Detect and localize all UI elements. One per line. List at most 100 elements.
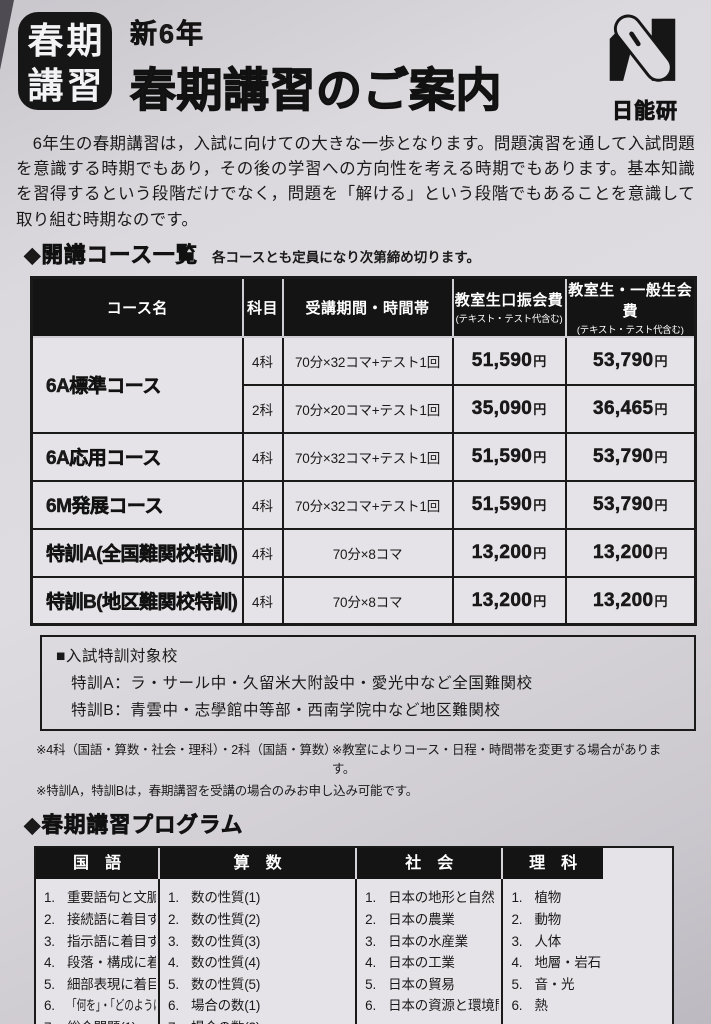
program-item-text: 数の性質(5) bbox=[191, 976, 261, 992]
program-item-number: 5. bbox=[168, 976, 179, 992]
program-item: 4. 日本の工業 bbox=[365, 952, 499, 974]
program-item-text: 総合問題(1) bbox=[67, 1020, 136, 1024]
fee-general-cell: 53,790円 bbox=[564, 479, 697, 530]
program-item-text: 日本の地形と自然 bbox=[388, 890, 495, 906]
program-item-number: 4. bbox=[168, 955, 179, 971]
fee-debit-cell: 35,090円 bbox=[451, 383, 567, 434]
program-item: 2. 接続語に着目する bbox=[44, 909, 156, 931]
fee-debit-header-label: 教室生口振会費 bbox=[454, 292, 564, 310]
program-item-text: 数の性質(3) bbox=[191, 933, 261, 949]
program-item: 1. 植物 bbox=[511, 887, 601, 909]
fee-currency: 円 bbox=[654, 545, 668, 561]
target-schools-box: ■入試特訓対象校 特訓A：ラ・サール中・久留米大附設中・愛光中など全国難関校 特… bbox=[40, 635, 696, 732]
fee-amount: 13,200 bbox=[471, 541, 533, 564]
fee-amount: 51,590 bbox=[471, 445, 533, 468]
program-item-text: 数の性質(4) bbox=[191, 955, 261, 971]
program-item-number: 6. bbox=[511, 998, 523, 1014]
course-table-header-row: コース名 科目 受講期間・時間帯 教室生口振会費 (テキスト・テスト代含む) 教… bbox=[30, 276, 697, 338]
program-item: 4. 地層・岩石 bbox=[511, 952, 601, 974]
course-name-cell: 特訓B(地区難関校特訓) bbox=[30, 575, 244, 626]
badge-line-2: 講習 bbox=[27, 64, 106, 106]
program-item-number: 4. bbox=[44, 955, 55, 971]
program-item-text: 「何を」・「どのように」に着目する bbox=[67, 998, 156, 1014]
program-item-text: 熱 bbox=[534, 998, 548, 1014]
program-item-text: 指示語に着目する bbox=[67, 933, 157, 949]
program-item-number: 1. bbox=[511, 890, 523, 906]
fee-currency: 円 bbox=[533, 593, 547, 609]
fee-currency: 円 bbox=[654, 497, 668, 513]
fee-currency: 円 bbox=[533, 497, 547, 513]
page-title: 春期講習のご案内 bbox=[129, 63, 502, 116]
course-section-heading-row: ◆開講コース一覧 各コースとも定員になり次第締め切ります。 bbox=[24, 238, 701, 269]
fee-amount: 53,790 bbox=[592, 349, 654, 372]
program-item-text: 数の性質(2) bbox=[191, 912, 261, 928]
program-item-number: 5. bbox=[365, 976, 377, 992]
fee-general-header-label: 教室生・一般生会費 bbox=[568, 281, 693, 320]
course-section-heading: ◆開講コース一覧 bbox=[24, 242, 198, 268]
course-table: コース名 科目 受講期間・時間帯 教室生口振会費 (テキスト・テスト代含む) 教… bbox=[30, 275, 697, 627]
grade-label: 新6年 bbox=[130, 19, 206, 50]
badge-line-1: 春期 bbox=[27, 20, 106, 61]
program-item-text: 日本の農業 bbox=[388, 912, 455, 928]
program-column: 理 科 1. 植物 2. 動物 3. 人体 4. 地層・岩石 5. 音・光 6. 熱 bbox=[503, 848, 603, 1024]
subject-cell: 4科 bbox=[241, 431, 284, 482]
program-item: 5. 細部表現に着目する bbox=[44, 974, 156, 996]
fee-amount: 35,090 bbox=[471, 397, 533, 420]
program-item-number: 3. bbox=[168, 933, 179, 949]
program-item-number: 2. bbox=[365, 912, 377, 928]
fee-currency: 円 bbox=[533, 401, 547, 417]
fee-amount: 51,590 bbox=[471, 493, 533, 516]
program-item-number: 1. bbox=[44, 890, 55, 906]
program-item: 5. 数の性質(5) bbox=[168, 974, 353, 996]
course-row: 6A標準コース 4科 70分×32コマ+テスト1回 51,590円 53,790円 bbox=[30, 335, 697, 434]
program-item: 3. 指示語に着目する bbox=[44, 931, 156, 953]
course-row: 2科 70分×20コマ+テスト1回 35,090円 36,465円 bbox=[32, 383, 697, 434]
subject-cell: 2科 bbox=[241, 383, 284, 434]
program-item: 7.総合問題(1) bbox=[44, 1017, 156, 1024]
program-item-text: 動物 bbox=[534, 912, 562, 928]
course-row: 6M発展コース 4科 70分×32コマ+テスト1回 51,590円 53,790円 bbox=[30, 479, 697, 530]
fee-debit-cell: 13,200円 bbox=[451, 527, 567, 578]
fee-general-cell: 36,465円 bbox=[564, 383, 697, 434]
program-table: 国 語 1. 重要語句と文脈に着目する 2. 接続語に着目する 3. 指示語に着目する 4. 段… bbox=[34, 846, 674, 1024]
program-item-number: 1. bbox=[365, 890, 377, 906]
program-item-number: 2. bbox=[44, 912, 55, 928]
fee-amount: 53,790 bbox=[592, 493, 654, 516]
program-item: 6. 熱 bbox=[511, 995, 601, 1017]
fee-currency: 円 bbox=[654, 353, 668, 369]
col-header-fee-general: 教室生・一般生会費 (テキスト・テスト代含む) bbox=[564, 276, 697, 338]
subject-cell: 4科 bbox=[241, 479, 284, 530]
fee-general-cell: 13,200円 bbox=[564, 527, 697, 578]
fee-amount: 53,790 bbox=[592, 445, 654, 468]
program-item-number: 5. bbox=[511, 976, 523, 992]
logo-text: 日能研 bbox=[612, 100, 678, 124]
program-item-text: 地層・岩石 bbox=[534, 955, 601, 971]
fee-amount: 36,465 bbox=[592, 397, 654, 420]
program-section-heading: ◆春期講習プログラム bbox=[24, 813, 244, 838]
footnote-schedule-change: ※教室によりコース・日程・時間帯を変更する場合があります。 bbox=[331, 743, 662, 777]
n-pen-logo-icon bbox=[609, 14, 676, 82]
program-item: 7.場合の数(2) bbox=[168, 1017, 353, 1024]
program-item-list: 1. 数の性質(1) 2. 数の性質(2) 3. 数の性質(3) 4. 数の性質(4) 5. 数の… bbox=[160, 879, 355, 1024]
fee-currency: 円 bbox=[533, 353, 547, 369]
subject-cell: 4科 bbox=[241, 335, 284, 386]
fee-amount: 13,200 bbox=[592, 541, 654, 564]
course-row: 特訓A(全国難関校特訓) 4科 70分×8コマ 13,200円 13,200円 bbox=[30, 527, 697, 578]
program-item-text: 日本の資源と環境問題 bbox=[388, 998, 499, 1014]
col-header-course-name: コース名 bbox=[30, 276, 244, 338]
header: 春期 講習 新6年 春期講習のご案内 日能研 bbox=[10, 10, 701, 125]
program-item-number: 1. bbox=[168, 890, 179, 906]
program-column-header: 算 数 bbox=[160, 848, 358, 880]
course-section-note: 各コースとも定員になり次第締め切ります。 bbox=[211, 249, 480, 265]
program-item-number: 2. bbox=[168, 912, 179, 928]
program-item-number: 7. bbox=[44, 1017, 67, 1024]
program-item: 3. 数の性質(3) bbox=[168, 931, 353, 953]
program-column: 算 数 1. 数の性質(1) 2. 数の性質(2) 3. 数の性質(3) 4. 数の性質(4) 5… bbox=[160, 848, 358, 1024]
fee-general-cell: 53,790円 bbox=[564, 431, 697, 482]
program-item-list: 1. 植物 2. 動物 3. 人体 4. 地層・岩石 5. 音・光 6. 熱 bbox=[503, 879, 603, 1017]
title-block: 新6年 春期講習のご案内 bbox=[129, 12, 591, 120]
fee-currency: 円 bbox=[533, 449, 547, 465]
schedule-cell: 70分×8コマ bbox=[281, 527, 454, 578]
fee-amount: 51,590 bbox=[471, 349, 533, 372]
fee-debit-cell: 13,200円 bbox=[451, 575, 567, 626]
